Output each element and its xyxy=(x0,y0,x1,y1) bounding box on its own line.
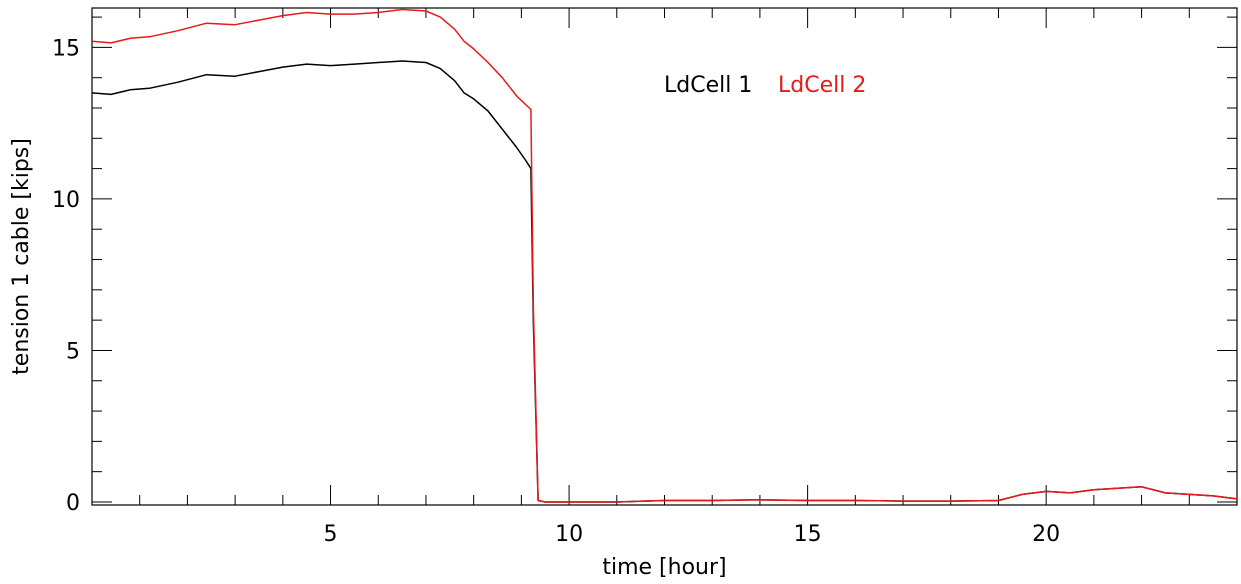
x-tick-label: 15 xyxy=(794,522,822,547)
series-line-1 xyxy=(91,60,1238,503)
x-tick-label: 5 xyxy=(324,522,338,547)
legend-entry-1: LdCell 1 xyxy=(664,73,752,98)
x-axis-title: time [hour] xyxy=(602,555,726,580)
series-line-2 xyxy=(91,8,1238,503)
x-tick-label: 10 xyxy=(555,522,583,547)
y-axis-title: tension 1 cable [kips] xyxy=(9,138,34,375)
legend: LdCell 1 LdCell 2 xyxy=(664,73,866,98)
series-layer xyxy=(91,8,1238,503)
legend-entry-2: LdCell 2 xyxy=(778,73,866,98)
x-axis: 5 10 15 20 xyxy=(139,8,1190,547)
y-tick-label: 5 xyxy=(66,339,80,364)
y-tick-label: 10 xyxy=(52,188,80,213)
x-tick-label: 20 xyxy=(1032,522,1060,547)
y-tick-label: 0 xyxy=(66,491,80,516)
y-axis: 0 5 10 15 xyxy=(52,16,1237,516)
y-tick-label: 15 xyxy=(52,36,80,61)
